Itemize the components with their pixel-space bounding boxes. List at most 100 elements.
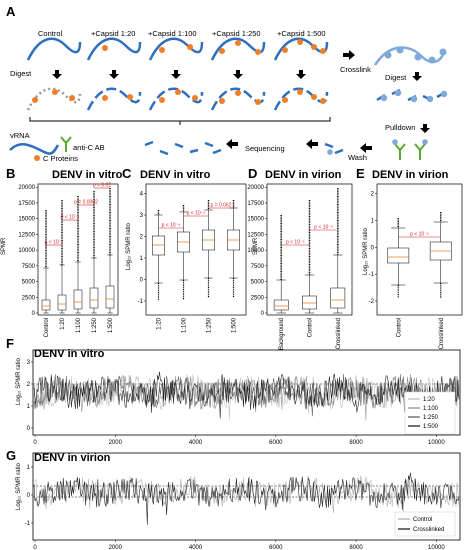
plotB-ytick-label: 10000 <box>18 248 35 254</box>
trackG-xtick-label: 4000 <box>189 545 203 550</box>
panel-label-b: B <box>6 166 15 181</box>
panel-label-f: F <box>6 336 14 351</box>
trackG-ytick-label: -1 <box>25 521 31 527</box>
plotD-box <box>302 295 317 310</box>
trackF-xtick-label: 8000 <box>349 440 363 446</box>
panel-c-title: DENV in vitro <box>140 169 211 181</box>
pulldown-label: Pulldown <box>385 123 415 132</box>
plotB-category-label: Control <box>44 318 50 337</box>
plotB-pvalue: p = 0.0002 <box>74 200 98 206</box>
plotB-category-label: 1:100 <box>76 317 82 333</box>
panel-b-title: DENV in vitro <box>52 169 123 181</box>
plotB-frame <box>37 183 119 316</box>
trackF-ytick-label: 0 <box>27 426 31 432</box>
arrow-left-sequencing <box>226 139 238 149</box>
capsid-proteins-top <box>102 39 326 55</box>
panel-b-ylabel: SPMR <box>1 237 7 255</box>
trackF-xtick-label: 2000 <box>109 440 123 446</box>
sequencing-label: Sequencing <box>245 144 285 153</box>
panel-g-frame <box>32 452 461 541</box>
panel-g-title: DENV in virion <box>34 452 111 464</box>
plotD-pvalue: p < 10⁻⁶ <box>314 225 333 231</box>
crosslink-label: Crosslink <box>340 65 371 74</box>
panel-g-track: G DENV in virion Log₁₀ SPMR ratio -1 0 1 0 2… <box>6 448 461 550</box>
plotB-box <box>57 294 67 311</box>
plotE-ytick-label: 2 <box>371 192 375 198</box>
plotB-pvalue: p < 10⁻⁶ <box>61 215 80 221</box>
legend-proteins-label: C Proteins <box>43 154 78 163</box>
legend-f-1-20: 1:20 <box>423 397 435 403</box>
trackF-xtick-label: 0 <box>33 440 37 446</box>
boxplot-panels: B DENV in vitro SPMR 0 2500 5000 7500 10000 1… <box>1 166 463 350</box>
panel-e-title: DENV in virion <box>372 169 449 181</box>
plotB-ytick-label: 5000 <box>22 280 36 286</box>
plotB-pvalue: p = 0.02 <box>93 183 111 189</box>
plotC-pvalue: p < 10⁻⁶ <box>187 211 206 217</box>
legend-g-control: Control <box>413 517 432 523</box>
plotD-ytick-label: 12500 <box>247 232 264 238</box>
plotE-frame <box>376 183 463 316</box>
sequencing-fragments <box>144 140 344 156</box>
legend-g-crosslinked: Crosslinked <box>413 527 444 533</box>
legend-vrna-strand <box>9 143 60 155</box>
wash-label: Wash <box>348 153 367 162</box>
plotD-pvalue: p < 10⁻⁶ <box>286 240 305 246</box>
down-arrows-left <box>52 70 306 79</box>
plotC-ytick-label: -1 <box>138 299 144 305</box>
legend-f-1-100: 1:100 <box>423 406 439 412</box>
panel-g-legend: Control Crosslinked <box>394 511 456 537</box>
panel-b-plot: 0 2500 5000 7500 10000 12500 15000 17500 20000 Co… <box>18 183 119 337</box>
plotE-ytick-label: 1 <box>371 218 375 224</box>
arrow-right-crosslink <box>343 50 355 60</box>
plotD-category-label: Background <box>279 318 285 350</box>
plotD-category-label: Control <box>308 318 314 337</box>
plotE-ytick-label: 0 <box>371 245 375 251</box>
plotB-ytick-label: 20000 <box>18 185 35 191</box>
plotB-box <box>41 299 51 311</box>
trackF-series-line <box>33 374 460 421</box>
trackF-xtick-label: 6000 <box>269 440 283 446</box>
condition-label-1-100: +Capsid 1:100 <box>148 29 197 38</box>
trackG-xtick-label: 10000 <box>428 545 445 550</box>
plotD-box <box>273 299 289 311</box>
plotE-box <box>387 247 410 264</box>
panel-f-track: F DENV in vitro Log₁₀ SPMR ratio 0 1 2 3 0 20… <box>6 336 461 446</box>
trackF-ytick-label: 3 <box>27 360 31 366</box>
plotB-ytick-label: 7500 <box>22 264 36 270</box>
plotB-category-label: 1:500 <box>108 317 114 333</box>
plotD-ytick-label: 20000 <box>247 185 264 191</box>
panel-f-plot: 0 1 2 3 0 2000 4000 6000 8000 10000 <box>27 360 460 446</box>
plotC-box <box>152 235 165 256</box>
plotD-ytick-label: 17500 <box>247 201 264 207</box>
trackG-ytick-label: 1 <box>27 465 31 471</box>
plotE-category-label: Control <box>396 318 402 337</box>
plotE-ytick-label: -1 <box>369 272 375 278</box>
trackF-ytick-label: 2 <box>27 382 31 388</box>
plotC-ytick-label: 1 <box>140 256 144 262</box>
trackF-ytick-label: 1 <box>27 404 31 410</box>
plotC-category-label: 1:500 <box>232 317 238 333</box>
panel-label-e: E <box>356 166 365 181</box>
trackF-series-line <box>33 374 460 420</box>
panel-d-plot: 0 2500 5000 7500 10000 12500 15000 17500 20000 Ba… <box>247 183 353 350</box>
plotC-pvalue: p = 0.062 <box>211 203 232 209</box>
legend-antibody-label: anti-C AB <box>73 143 105 152</box>
panel-g-plot: -1 0 1 0 2000 4000 6000 8000 10000 <box>25 465 460 550</box>
panel-d-title: DENV in virion <box>265 169 342 181</box>
crosslinked-digested-fragments <box>376 88 448 103</box>
panel-g-ylabel: Log₁₀ SPMR ratio <box>16 462 22 510</box>
panel-label-g: G <box>6 448 16 463</box>
panel-f-legend: 1:20 1:100 1:250 1:500 <box>404 391 456 435</box>
plotD-ytick-label: 10000 <box>247 248 264 254</box>
panel-f-frame <box>32 349 461 436</box>
panel-d-ylabel: SPMR <box>253 237 259 255</box>
plotD-box <box>330 287 346 309</box>
panel-label-d: D <box>248 166 257 181</box>
trackG-xtick-label: 6000 <box>269 545 283 550</box>
condition-label-control: Control <box>38 29 63 38</box>
arrow-down-pulldown <box>420 124 430 133</box>
digest-label-right: Digest <box>385 73 407 82</box>
capsid-proteins-digested <box>32 89 326 105</box>
plotC-category-label: 1:250 <box>207 317 213 333</box>
trackG-ytick-label: 0 <box>27 493 31 499</box>
